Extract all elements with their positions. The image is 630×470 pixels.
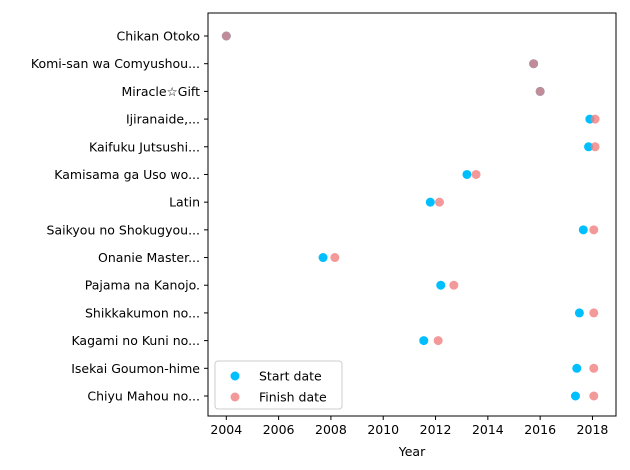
y-tick-label: Saikyou no Shokugyou... [47,222,200,237]
y-tick-label: Chikan Otoko [116,29,200,44]
start-date-point [419,336,429,346]
y-tick-label: Kagami no Kuni no... [71,333,200,348]
legend: Start date Finish date [214,360,343,410]
data-marks [221,31,600,401]
finish-date-point [434,197,444,207]
x-axis-label: Year [398,444,426,459]
start-date-point [318,253,328,263]
y-tick-label: Miracle☆Gift [121,84,200,99]
start-date-point [578,225,588,235]
finish-date-point [589,391,599,401]
y-tick-label: Pajama na Kanojo. [85,278,200,293]
x-tick-label: 2018 [577,422,609,437]
x-tick-label: 2016 [524,422,556,437]
start-date-point [425,197,435,207]
legend-marker [230,392,240,402]
y-tick-label: Isekai Goumon-hime [71,361,200,376]
finish-date-point [590,142,600,152]
finish-date-point [330,253,340,263]
y-tick-label: Latin [169,195,200,210]
finish-date-point [471,169,481,179]
x-tick-label: 2004 [210,422,242,437]
start-date-point [574,308,584,318]
start-date-point [572,363,582,373]
x-tick-label: 2010 [367,422,399,437]
finish-date-point [449,280,459,290]
finish-date-point [433,336,443,346]
y-tick-label: Kaifuku Jutsushi... [89,139,200,154]
start-date-point [570,391,580,401]
y-tick-label: Ijiranaide,... [126,112,200,127]
finish-date-point [221,31,231,41]
finish-date-point [529,59,539,69]
legend-box [214,360,343,410]
y-tick-label: Shikkakumon no... [85,305,200,320]
plot-frame [207,12,617,417]
finish-date-point [589,225,599,235]
start-date-point [584,142,594,152]
finish-date-point [590,114,600,124]
legend-label: Finish date [259,390,327,405]
start-date-point [462,169,472,179]
y-tick-label: Onanie Master... [98,250,200,265]
y-tick-label: Komi-san wa Comyushou... [31,56,200,71]
y-tick-label: Kamisama ga Uso wo... [54,167,200,182]
legend-label: Start date [259,369,322,384]
legend-marker [230,371,240,381]
x-tick-label: 2012 [420,422,452,437]
x-tick-label: 2014 [472,422,504,437]
finish-date-point [535,86,545,96]
finish-date-point [589,308,599,318]
x-tick-label: 2006 [263,422,295,437]
finish-date-point [589,363,599,373]
x-axis: 2004 2006 2008 2010 2012 2014 2016 2018 [210,416,608,437]
y-tick-label: Chiyu Mahou no... [87,389,200,404]
start-date-point [436,280,446,290]
y-axis: Chikan Otoko Komi-san wa Comyushou... Mira… [31,29,208,404]
x-tick-label: 2008 [315,422,347,437]
